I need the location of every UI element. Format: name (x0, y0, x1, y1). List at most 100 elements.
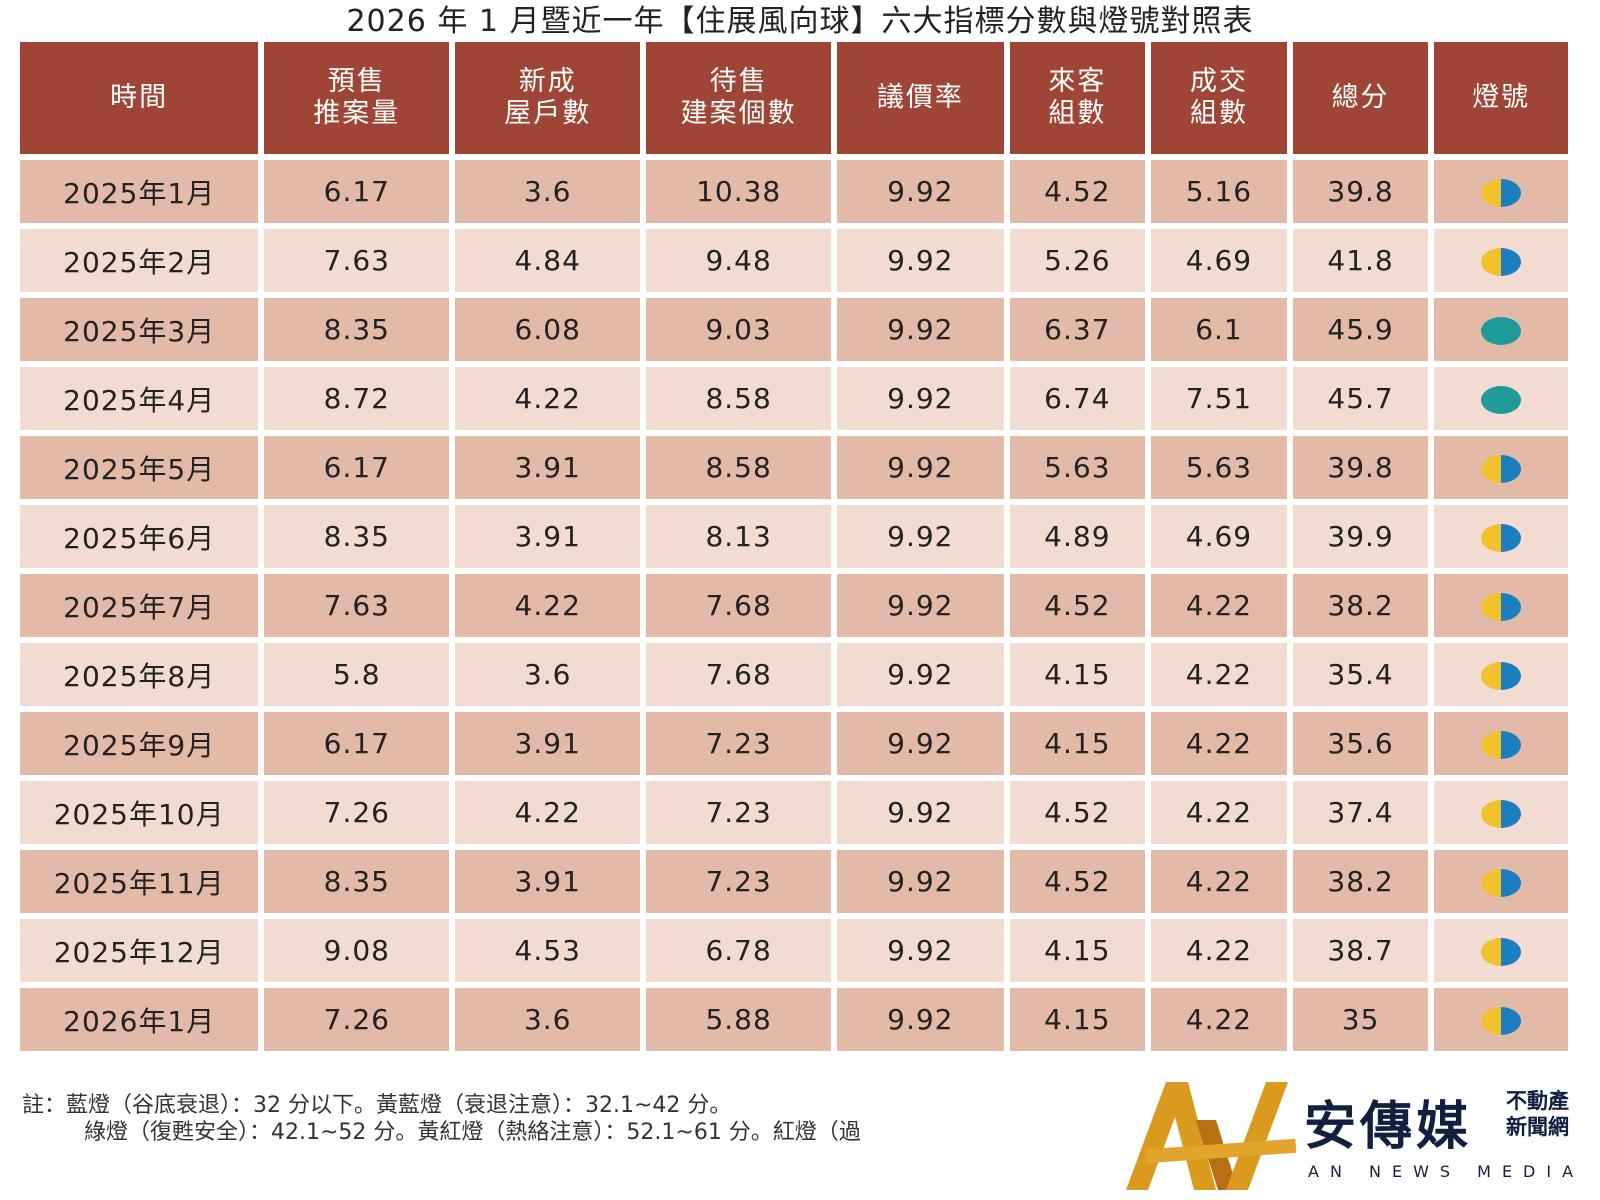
cell-pending: 10.38 (646, 160, 832, 223)
header-deals-line: 成交 (1189, 66, 1248, 97)
cell-total: 39.9 (1292, 505, 1429, 568)
cell-visitors: 4.15 (1009, 919, 1146, 982)
cell-presale: 7.26 (264, 781, 450, 844)
logo-mark-icon (1126, 1082, 1297, 1190)
cell-time: 2025年7月 (20, 574, 259, 637)
green-lamp-icon (1481, 386, 1522, 414)
cell-total: 45.9 (1292, 298, 1429, 361)
cell-new-units: 3.6 (455, 988, 641, 1051)
yellow-blue-lamp-icon (1481, 800, 1522, 828)
header-presale: 預售 推案量 (264, 42, 450, 154)
cell-deals: 4.22 (1151, 988, 1287, 1051)
cell-pending: 9.48 (646, 229, 832, 292)
cell-new-units: 3.91 (455, 850, 641, 913)
yellow-blue-lamp-icon (1481, 455, 1522, 483)
cell-visitors: 4.52 (1009, 850, 1146, 913)
cell-new-units: 4.53 (455, 919, 641, 982)
cell-total: 41.8 (1292, 229, 1429, 292)
cell-bargain-rate: 9.92 (837, 229, 1004, 292)
header-row: 時間 預售 推案量 新成 屋戶數 待售 建案個數 議價率 來客 組數 成交 組數 總分 燈號 (20, 42, 1568, 154)
cell-pending: 7.68 (646, 643, 832, 706)
table-row: 2025年12月 9.08 4.53 6.78 9.92 4.15 4.22 38.7 (20, 919, 1568, 982)
logo-subtitle-line-2: 新聞網 (1506, 1115, 1569, 1139)
header-bargain-rate-line: 議價率 (876, 82, 964, 113)
cell-deals: 4.69 (1151, 505, 1287, 568)
cell-bargain-rate: 9.92 (837, 781, 1004, 844)
cell-visitors: 4.15 (1009, 643, 1146, 706)
cell-new-units: 4.22 (455, 574, 641, 637)
cell-lamp (1434, 160, 1568, 223)
table-row: 2025年8月 5.8 3.6 7.68 9.92 4.15 4.22 35.4 (20, 643, 1568, 706)
cell-new-units: 3.91 (455, 505, 641, 568)
header-deals-line: 組數 (1189, 98, 1248, 129)
cell-visitors: 5.26 (1009, 229, 1146, 292)
table-row: 2025年2月 7.63 4.84 9.48 9.92 5.26 4.69 41.8 (20, 229, 1568, 292)
cell-new-units: 6.08 (455, 298, 641, 361)
cell-bargain-rate: 9.92 (837, 643, 1004, 706)
cell-lamp (1434, 988, 1568, 1051)
cell-pending: 7.23 (646, 850, 832, 913)
cell-lamp (1434, 850, 1568, 913)
table-row: 2025年5月 6.17 3.91 8.58 9.92 5.63 5.63 39.8 (20, 436, 1568, 499)
yellow-blue-lamp-icon (1481, 248, 1522, 276)
score-table: 時間 預售 推案量 新成 屋戶數 待售 建案個數 議價率 來客 組數 成交 組數 總分 燈號 2025年1… (14, 36, 1574, 1057)
cell-time: 2025年2月 (20, 229, 259, 292)
cell-visitors: 6.37 (1009, 298, 1146, 361)
cell-presale: 9.08 (264, 919, 450, 982)
header-pending: 待售 建案個數 (646, 42, 832, 154)
cell-lamp (1434, 436, 1568, 499)
cell-deals: 4.22 (1151, 781, 1287, 844)
cell-lamp (1434, 505, 1568, 568)
cell-pending: 7.68 (646, 574, 832, 637)
cell-deals: 4.22 (1151, 643, 1287, 706)
cell-visitors: 4.52 (1009, 781, 1146, 844)
cell-new-units: 4.22 (455, 367, 641, 430)
cell-presale: 7.63 (264, 574, 450, 637)
table-row: 2025年11月 8.35 3.91 7.23 9.92 4.52 4.22 38.2 (20, 850, 1568, 913)
table-body: 2025年1月 6.17 3.6 10.38 9.92 4.52 5.16 39.8 2025年… (20, 160, 1568, 1051)
cell-time: 2025年12月 (20, 919, 259, 982)
cell-pending: 8.58 (646, 436, 832, 499)
header-presale-line: 推案量 (313, 98, 401, 129)
header-visitors-line: 組數 (1048, 98, 1107, 129)
cell-bargain-rate: 9.92 (837, 367, 1004, 430)
cell-pending: 5.88 (646, 988, 832, 1051)
cell-presale: 7.63 (264, 229, 450, 292)
cell-total: 35.4 (1292, 643, 1429, 706)
yellow-blue-lamp-icon (1481, 593, 1522, 621)
header-total: 總分 (1292, 42, 1429, 154)
cell-presale: 6.17 (264, 436, 450, 499)
cell-lamp (1434, 367, 1568, 430)
cell-total: 39.8 (1292, 160, 1429, 223)
logo-subtitle: 不動產 新聞網 (1506, 1088, 1569, 1140)
cell-presale: 7.26 (264, 988, 450, 1051)
yellow-blue-lamp-icon (1481, 662, 1522, 690)
table-row: 2025年6月 8.35 3.91 8.13 9.92 4.89 4.69 39.9 (20, 505, 1568, 568)
header-new-units: 新成 屋戶數 (455, 42, 641, 154)
yellow-blue-lamp-icon (1481, 731, 1522, 759)
cell-visitors: 5.63 (1009, 436, 1146, 499)
header-visitors-line: 來客 (1048, 66, 1107, 97)
cell-lamp (1434, 712, 1568, 775)
cell-new-units: 3.6 (455, 160, 641, 223)
cell-pending: 7.23 (646, 781, 832, 844)
table-row: 2026年1月 7.26 3.6 5.88 9.92 4.15 4.22 35 (20, 988, 1568, 1051)
header-total-line: 總分 (1331, 82, 1390, 113)
header-time: 時間 (20, 42, 259, 154)
cell-new-units: 4.84 (455, 229, 641, 292)
cell-deals: 7.51 (1151, 367, 1287, 430)
yellow-blue-lamp-icon (1481, 938, 1522, 966)
cell-deals: 4.22 (1151, 850, 1287, 913)
cell-time: 2025年8月 (20, 643, 259, 706)
cell-bargain-rate: 9.92 (837, 505, 1004, 568)
cell-total: 37.4 (1292, 781, 1429, 844)
cell-time: 2025年11月 (20, 850, 259, 913)
cell-pending: 8.13 (646, 505, 832, 568)
table-row: 2025年7月 7.63 4.22 7.68 9.92 4.52 4.22 38.2 (20, 574, 1568, 637)
cell-presale: 8.35 (264, 298, 450, 361)
cell-visitors: 4.15 (1009, 712, 1146, 775)
cell-lamp (1434, 919, 1568, 982)
header-pending-line: 待售 (709, 66, 768, 97)
header-new-units-line: 新成 (518, 66, 577, 97)
header-bargain-rate: 議價率 (837, 42, 1004, 154)
